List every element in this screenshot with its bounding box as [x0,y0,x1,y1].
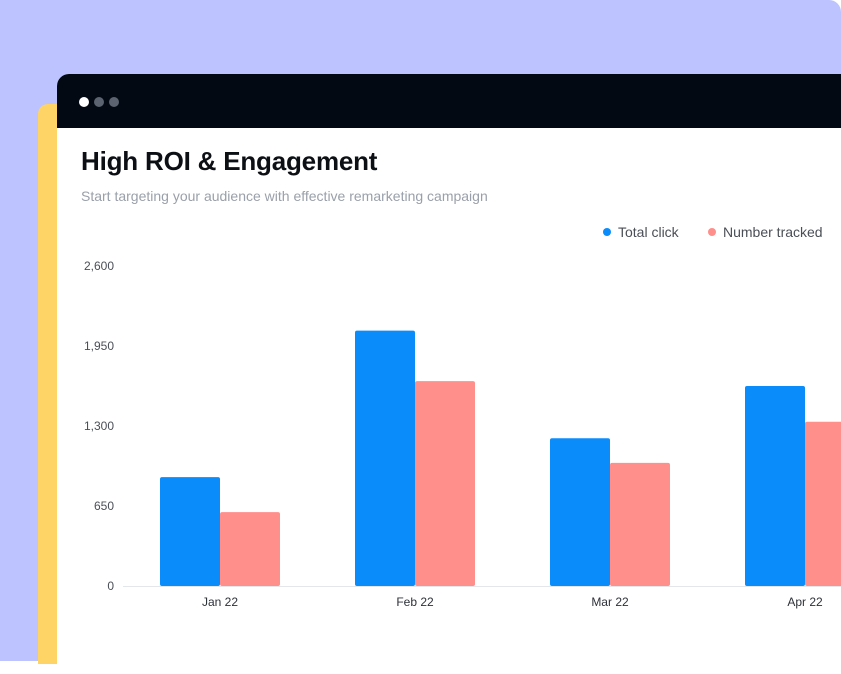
x-tick-label: Feb 22 [396,595,434,609]
maximize-dot[interactable] [109,97,119,107]
bar-total-click[interactable] [550,438,610,586]
x-tick-label: Jan 22 [202,595,238,609]
legend-label-number-tracked: Number tracked [723,224,823,240]
y-tick-label: 650 [94,499,114,513]
bar-number-tracked[interactable] [220,512,280,586]
y-tick-label: 1,300 [84,419,114,433]
x-tick-label: Apr 22 [787,595,823,609]
legend-label-total-click: Total click [618,224,679,240]
y-tick-label: 0 [107,579,114,593]
legend-item-total-click[interactable]: Total click [603,224,679,240]
close-dot[interactable] [79,97,89,107]
legend-swatch-total-click [603,228,611,236]
x-tick-label: Mar 22 [591,595,629,609]
minimize-dot[interactable] [94,97,104,107]
bar-number-tracked[interactable] [415,381,475,586]
legend-swatch-number-tracked [708,228,716,236]
bar-number-tracked[interactable] [805,421,841,586]
y-tick-label: 1,950 [84,339,114,353]
bar-chart: 0 650 1,300 1,950 2,600 Jan 22 Feb 22 Mar 22 Apr… [84,259,841,609]
page-title: High ROI & Engagement [81,146,378,176]
bar-total-click[interactable] [160,477,220,586]
bar-number-tracked[interactable] [610,462,670,586]
window-titlebar [57,74,841,128]
legend-item-number-tracked[interactable]: Number tracked [708,224,823,240]
app-window: High ROI & Engagement Start targeting yo… [57,74,841,674]
y-tick-label: 2,600 [84,259,114,273]
bar-total-click[interactable] [745,386,805,586]
bar-total-click[interactable] [355,330,415,586]
page-subtitle: Start targeting your audience with effec… [81,188,488,204]
